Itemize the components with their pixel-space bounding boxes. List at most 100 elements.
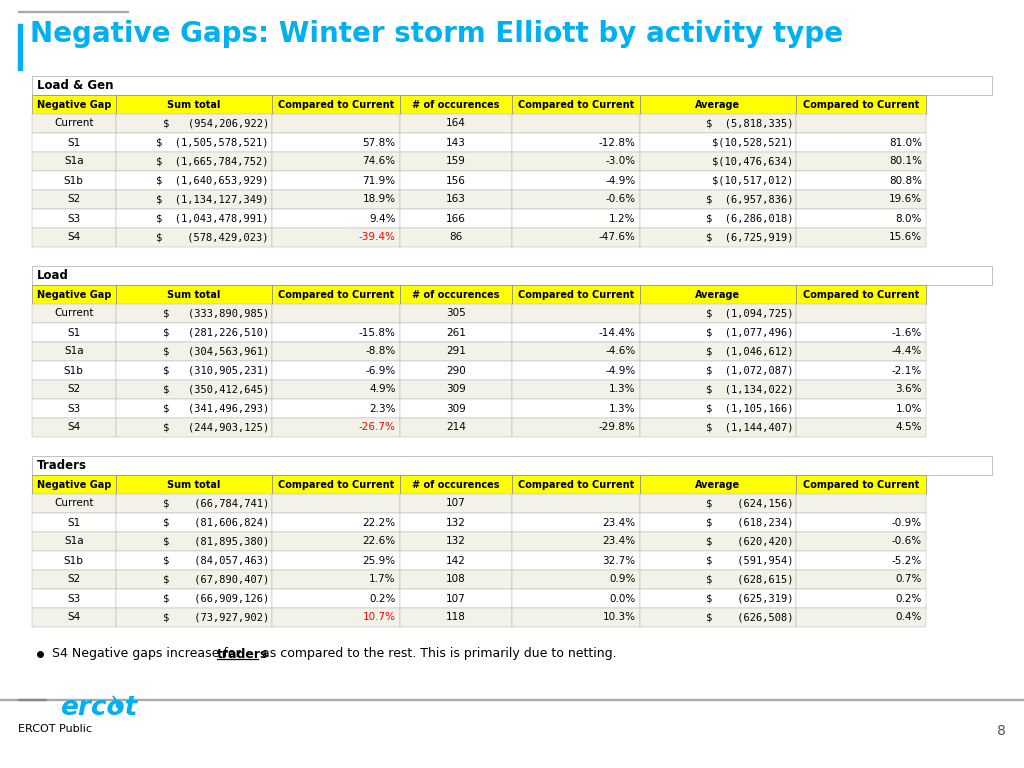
Bar xyxy=(797,475,926,494)
Bar xyxy=(32,228,116,247)
Text: $    (81,606,824): $ (81,606,824) xyxy=(163,518,269,528)
Text: # of occurences: # of occurences xyxy=(412,479,500,489)
Polygon shape xyxy=(113,696,122,712)
Bar xyxy=(797,323,926,342)
Bar xyxy=(272,551,399,570)
Bar xyxy=(272,399,399,418)
Bar xyxy=(797,399,926,418)
Bar xyxy=(399,95,512,114)
Text: ERCOT Public: ERCOT Public xyxy=(18,724,92,734)
Bar xyxy=(32,608,116,627)
Text: S3: S3 xyxy=(68,594,81,604)
Bar xyxy=(272,209,399,228)
Bar xyxy=(116,152,272,171)
Text: S1b: S1b xyxy=(63,555,84,565)
Text: $  (1,640,653,929): $ (1,640,653,929) xyxy=(157,176,269,186)
Text: 132: 132 xyxy=(445,518,466,528)
Bar xyxy=(32,285,116,304)
Text: $  (1,077,496): $ (1,077,496) xyxy=(706,327,794,337)
Text: Compared to Current: Compared to Current xyxy=(278,290,394,300)
Bar xyxy=(797,380,926,399)
Bar xyxy=(399,494,512,513)
Text: Compared to Current: Compared to Current xyxy=(278,479,394,489)
Bar xyxy=(640,323,797,342)
Bar xyxy=(18,24,22,70)
Bar xyxy=(640,380,797,399)
Bar xyxy=(32,133,116,152)
Bar xyxy=(640,209,797,228)
Bar xyxy=(116,494,272,513)
Text: 23.4%: 23.4% xyxy=(602,518,636,528)
Bar xyxy=(640,513,797,532)
Bar xyxy=(512,114,640,133)
Bar xyxy=(797,171,926,190)
Bar xyxy=(797,342,926,361)
Bar xyxy=(272,589,399,608)
Bar xyxy=(797,570,926,589)
Text: $    (73,927,902): $ (73,927,902) xyxy=(163,613,269,623)
Bar xyxy=(512,532,640,551)
Text: Traders: Traders xyxy=(37,459,87,472)
Text: 107: 107 xyxy=(446,594,466,604)
Text: $   (310,905,231): $ (310,905,231) xyxy=(163,366,269,376)
Text: S1b: S1b xyxy=(63,176,84,186)
Bar xyxy=(399,570,512,589)
Text: Negative Gap: Negative Gap xyxy=(37,100,111,110)
Text: -2.1%: -2.1% xyxy=(892,366,922,376)
Text: Sum total: Sum total xyxy=(167,479,220,489)
Text: # of occurences: # of occurences xyxy=(412,100,500,110)
Text: 23.4%: 23.4% xyxy=(602,537,636,547)
Text: 71.9%: 71.9% xyxy=(362,176,395,186)
Text: S2: S2 xyxy=(68,574,81,584)
Text: $    (81,895,380): $ (81,895,380) xyxy=(163,537,269,547)
Bar xyxy=(116,418,272,437)
Text: $  (1,043,478,991): $ (1,043,478,991) xyxy=(157,214,269,223)
Text: 4.5%: 4.5% xyxy=(895,422,922,432)
Text: -0.6%: -0.6% xyxy=(605,194,636,204)
Bar xyxy=(640,608,797,627)
Bar xyxy=(116,475,272,494)
Bar xyxy=(272,418,399,437)
Bar xyxy=(32,513,116,532)
Bar xyxy=(640,95,797,114)
Text: 0.0%: 0.0% xyxy=(609,594,636,604)
Text: Compared to Current: Compared to Current xyxy=(803,479,920,489)
Bar xyxy=(18,11,128,12)
Bar xyxy=(512,589,640,608)
Bar xyxy=(797,152,926,171)
Text: S1: S1 xyxy=(68,327,81,337)
Bar xyxy=(272,152,399,171)
Bar xyxy=(116,513,272,532)
Bar xyxy=(399,418,512,437)
Bar xyxy=(512,152,640,171)
Text: Load: Load xyxy=(37,269,69,282)
Bar xyxy=(116,380,272,399)
Text: S4: S4 xyxy=(68,422,81,432)
Text: Sum total: Sum total xyxy=(167,290,220,300)
Bar xyxy=(797,361,926,380)
Text: Average: Average xyxy=(695,290,740,300)
Bar xyxy=(399,114,512,133)
Text: 2.3%: 2.3% xyxy=(370,403,395,413)
Bar xyxy=(32,152,116,171)
Text: S4 Negative gaps increase for: S4 Negative gaps increase for xyxy=(52,647,245,660)
Text: 291: 291 xyxy=(445,346,466,356)
Text: 309: 309 xyxy=(446,403,466,413)
Text: S3: S3 xyxy=(68,403,81,413)
Text: 290: 290 xyxy=(446,366,466,376)
Bar xyxy=(797,190,926,209)
Text: ercot: ercot xyxy=(60,695,137,721)
Bar xyxy=(640,228,797,247)
Text: $    (625,319): $ (625,319) xyxy=(706,594,794,604)
Bar xyxy=(32,418,116,437)
Text: 1.3%: 1.3% xyxy=(609,403,636,413)
Bar xyxy=(399,380,512,399)
Bar xyxy=(116,532,272,551)
Bar xyxy=(272,114,399,133)
Bar xyxy=(512,551,640,570)
Text: 4.9%: 4.9% xyxy=(370,385,395,395)
Bar xyxy=(116,190,272,209)
Bar xyxy=(32,209,116,228)
Text: $  (5,818,335): $ (5,818,335) xyxy=(706,118,794,128)
Text: $    (628,615): $ (628,615) xyxy=(706,574,794,584)
